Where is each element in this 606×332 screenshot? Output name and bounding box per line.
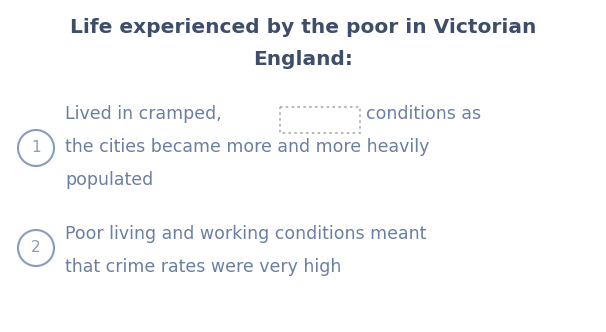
Text: populated: populated [65, 171, 153, 189]
Text: the cities became more and more heavily: the cities became more and more heavily [65, 138, 430, 156]
Text: 1: 1 [31, 140, 41, 155]
Text: England:: England: [253, 50, 353, 69]
Text: conditions as: conditions as [366, 105, 481, 123]
Text: Lived in cramped,: Lived in cramped, [65, 105, 222, 123]
Circle shape [18, 130, 54, 166]
Text: that crime rates were very high: that crime rates were very high [65, 258, 341, 276]
Circle shape [18, 230, 54, 266]
Text: 2: 2 [31, 240, 41, 256]
FancyBboxPatch shape [280, 107, 360, 133]
Text: Poor living and working conditions meant: Poor living and working conditions meant [65, 225, 427, 243]
Text: Life experienced by the poor in Victorian: Life experienced by the poor in Victoria… [70, 18, 536, 37]
